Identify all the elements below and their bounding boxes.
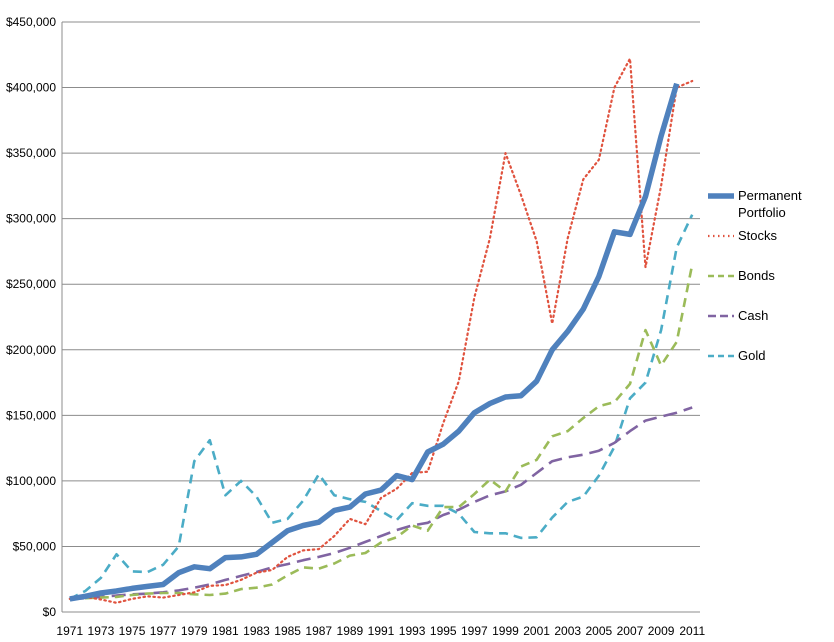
x-tick-label: 2011 bbox=[679, 624, 705, 638]
x-tick-labels: 1971 1973 1975 1977 1979 1981 1983 1985 1987 1989… bbox=[56, 624, 705, 638]
x-tick-label: 2005 bbox=[586, 624, 613, 638]
x-tick-label: 1995 bbox=[430, 624, 457, 638]
x-tick-label: 1999 bbox=[492, 624, 519, 638]
y-tick-label: $100,000 bbox=[6, 474, 56, 488]
x-tick-label: 1991 bbox=[368, 624, 395, 638]
x-tick-label: 1977 bbox=[150, 624, 177, 638]
legend-label: Permanent Portfolio bbox=[738, 188, 802, 220]
series-lines bbox=[68, 57, 694, 604]
x-tick-label: 2001 bbox=[523, 624, 550, 638]
series-line-permanent-portfolio bbox=[69, 82, 680, 602]
y-tick-label: $350,000 bbox=[6, 146, 56, 160]
x-tick-label: 1993 bbox=[399, 624, 426, 638]
x-tick-label: 1987 bbox=[305, 624, 332, 638]
y-tick-label: $200,000 bbox=[6, 343, 56, 357]
legend-label: Bonds bbox=[738, 268, 775, 283]
series-line-cash bbox=[69, 406, 693, 601]
x-tick-label: 1975 bbox=[119, 624, 146, 638]
series-line-bonds bbox=[69, 264, 694, 601]
y-tick-label: $50,000 bbox=[13, 539, 57, 553]
y-tick-label: $400,000 bbox=[6, 81, 56, 95]
y-tick-label: $0 bbox=[43, 605, 57, 619]
x-tick-label: 1979 bbox=[181, 624, 208, 638]
x-tick-label: 2007 bbox=[617, 624, 644, 638]
y-tick-label: $300,000 bbox=[6, 212, 56, 226]
x-tick-label: 1971 bbox=[56, 624, 83, 638]
y-tick-labels: $0 $50,000 $100,000 $150,000 $200,000 $250,00… bbox=[6, 15, 56, 619]
x-tick-label: 1997 bbox=[461, 624, 488, 638]
legend: Permanent Portfolio Stocks Bonds Cash Gold bbox=[708, 188, 802, 363]
legend-label: Gold bbox=[738, 348, 765, 363]
y-tick-label: $250,000 bbox=[6, 277, 56, 291]
series-line-gold bbox=[69, 214, 694, 601]
x-tick-label: 1989 bbox=[337, 624, 364, 638]
gridlines bbox=[62, 21, 700, 547]
x-tick-label: 2003 bbox=[554, 624, 581, 638]
y-tick-label: $450,000 bbox=[6, 15, 56, 29]
x-tick-label: 1973 bbox=[88, 624, 115, 638]
x-tick-label: 1985 bbox=[274, 624, 301, 638]
x-tick-label: 2009 bbox=[648, 624, 675, 638]
x-tick-label: 1983 bbox=[243, 624, 270, 638]
legend-label: Cash bbox=[738, 308, 768, 323]
x-tick-label: 1981 bbox=[212, 624, 239, 638]
series-line-stocks bbox=[68, 57, 694, 604]
legend-label: Stocks bbox=[738, 228, 778, 243]
y-tick-label: $150,000 bbox=[6, 408, 56, 422]
axes bbox=[61, 22, 700, 613]
